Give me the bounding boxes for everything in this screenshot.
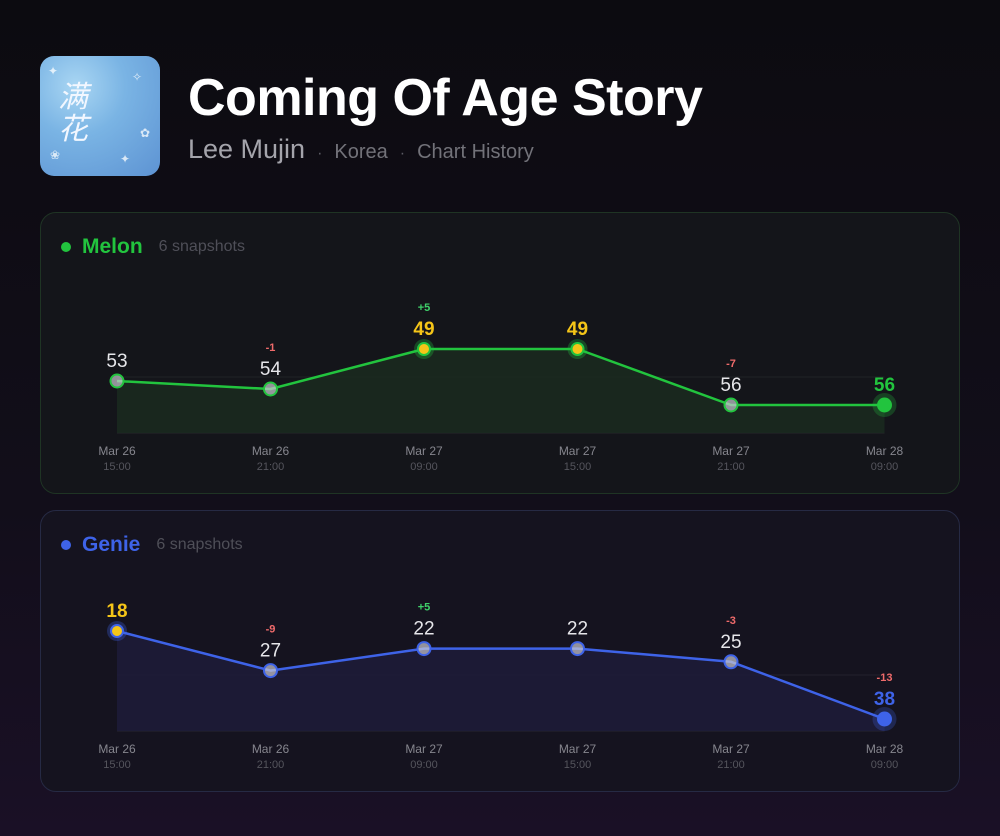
x-tick-time: 09:00: [410, 461, 438, 473]
data-label: 22: [413, 619, 434, 640]
card-header: Genie 6 snapshots: [61, 533, 243, 557]
data-point: [570, 641, 585, 657]
data-point: [417, 342, 431, 356]
header: ✦ ✧ ✿ ✦ ❀ 满花 Coming Of Age Story Lee Muj…: [40, 56, 960, 176]
genie-dot-icon: [61, 540, 71, 550]
x-tick-date: Mar 26: [252, 742, 290, 756]
change-label: -7: [726, 358, 736, 370]
platform-name: Genie: [82, 533, 141, 556]
x-tick-date: Mar 28: [866, 444, 904, 458]
x-tick-date: Mar 27: [712, 742, 750, 756]
snapshot-count: 6 snapshots: [158, 238, 245, 255]
x-tick-time: 21:00: [717, 461, 745, 473]
melon-dot-icon: [61, 242, 71, 252]
x-tick-time: 15:00: [103, 461, 131, 473]
album-cover[interactable]: ✦ ✧ ✿ ✦ ❀ 满花: [40, 56, 160, 176]
change-label: -9: [266, 624, 276, 636]
data-label: 49: [413, 319, 434, 340]
x-tick-date: Mar 28: [866, 742, 904, 756]
data-label: 18: [106, 601, 127, 622]
x-tick-time: 21:00: [257, 759, 285, 771]
separator: ·: [399, 145, 406, 162]
x-tick-date: Mar 27: [712, 444, 750, 458]
change-label: -13: [877, 672, 893, 684]
x-tick-time: 09:00: [871, 759, 899, 771]
data-label: 53: [106, 351, 127, 372]
region-label: Korea: [334, 141, 388, 163]
cover-title: 满花: [58, 80, 88, 147]
data-point: [416, 641, 432, 657]
song-title: Coming Of Age Story: [188, 69, 703, 127]
x-tick-time: 15:00: [103, 759, 131, 771]
x-tick-time: 21:00: [257, 461, 285, 473]
data-label: 27: [260, 641, 281, 662]
flower-icon: ✿: [140, 126, 151, 140]
x-tick-time: 09:00: [410, 759, 438, 771]
data-label: 56: [874, 375, 895, 396]
artist-name[interactable]: Lee Mujin: [188, 134, 306, 164]
series-line: [116, 629, 885, 721]
x-tick-date: Mar 27: [559, 742, 597, 756]
series-line: [116, 347, 885, 407]
subline: Lee Mujin · Korea · Chart History: [188, 134, 534, 165]
change-label: -3: [726, 615, 736, 627]
data-label: 25: [720, 632, 741, 653]
data-point: [110, 624, 124, 638]
data-point: [263, 663, 278, 679]
genie-line-chart: 18 Mar 26 15:00 27 -9 Mar 26 21:00 22 +5 Mar 27 09…: [98, 601, 904, 771]
platform-name: Melon: [82, 235, 143, 258]
section-label: Chart History: [417, 141, 534, 163]
x-tick-date: Mar 27: [559, 444, 597, 458]
sparkle-icon: ✦: [48, 64, 59, 78]
data-label: 22: [567, 619, 588, 640]
melon-chart-card: Melon 6 snapshots 53 Mar 26 15:00 54 -1 Mar 2…: [40, 212, 960, 494]
data-label: 49: [567, 319, 588, 340]
x-tick-date: Mar 27: [405, 444, 443, 458]
genie-chart-card: Genie 6 snapshots 18 Mar 26 15:00 27 -9 Mar 2…: [40, 510, 960, 792]
x-tick-date: Mar 27: [405, 742, 443, 756]
data-point: [570, 342, 585, 356]
flower-icon: ❀: [50, 148, 61, 162]
data-point: [877, 711, 892, 727]
change-label: -1: [266, 342, 276, 354]
data-label: 38: [874, 689, 895, 710]
data-point: [263, 381, 278, 397]
data-label: 54: [260, 359, 282, 380]
x-tick-time: 15:00: [564, 759, 592, 771]
melon-line-chart: 53 Mar 26 15:00 54 -1 Mar 26 21:00 49 +5 Mar 27 09…: [98, 302, 904, 473]
data-point: [723, 654, 739, 670]
x-tick-time: 09:00: [871, 461, 899, 473]
series-area: [117, 349, 885, 433]
data-label: 56: [720, 375, 741, 396]
x-tick-date: Mar 26: [98, 444, 136, 458]
x-tick-date: Mar 26: [98, 742, 136, 756]
snapshot-count: 6 snapshots: [156, 536, 243, 553]
sparkle-icon: ✧: [132, 70, 143, 84]
change-label: +5: [418, 602, 431, 614]
x-tick-time: 21:00: [717, 759, 745, 771]
series-area: [117, 631, 885, 731]
data-point: [109, 373, 125, 389]
data-point: [877, 397, 892, 413]
change-label: +5: [418, 302, 431, 314]
data-point: [723, 397, 739, 413]
sparkle-icon: ✦: [120, 152, 131, 166]
card-header: Melon 6 snapshots: [61, 235, 245, 259]
separator: ·: [317, 145, 323, 162]
x-tick-date: Mar 26: [252, 444, 290, 458]
x-tick-time: 15:00: [564, 461, 592, 473]
